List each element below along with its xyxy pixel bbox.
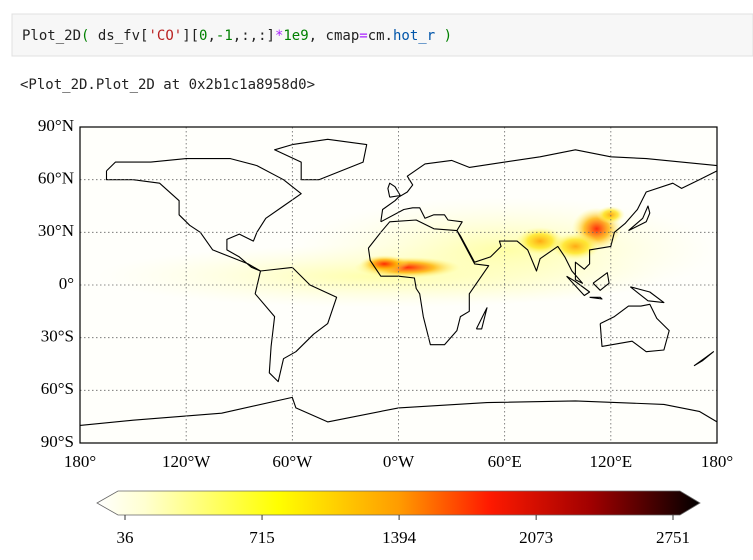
code-token: * xyxy=(275,28,283,44)
emission-area xyxy=(292,197,718,303)
coastline xyxy=(274,138,368,181)
coastline xyxy=(380,149,718,284)
lat-tick-label: 90°S xyxy=(41,432,74,451)
coastline xyxy=(599,303,670,353)
output-text: <Plot_2D.Plot_2D at 0x2b1c1a8958d0> xyxy=(20,77,315,93)
lat-tick-label: 0° xyxy=(59,274,74,293)
map-frame xyxy=(79,126,718,444)
code-token: , cmap xyxy=(309,28,360,44)
lon-tick-label: 60°W xyxy=(272,452,313,471)
code-token: 0 xyxy=(199,28,207,44)
code-token: hot_r xyxy=(393,28,435,44)
lon-tick-label: 120°E xyxy=(589,452,632,471)
code-token: -1 xyxy=(216,28,233,44)
code-token: Plot_2D xyxy=(22,28,81,44)
coastline xyxy=(475,307,488,330)
code-text: Plot_2D( ds_fv['CO'][0,-1,:,:]*1e9, cmap… xyxy=(22,28,452,44)
coastline xyxy=(254,266,338,383)
lat-tick-label: 30°N xyxy=(38,221,74,240)
code-token: ( xyxy=(81,28,89,44)
coastline xyxy=(629,286,665,304)
colorbar-tick-label: 715 xyxy=(249,528,275,547)
code-token: cm. xyxy=(368,28,393,44)
colorbar-tick-label: 2073 xyxy=(519,528,553,547)
colorbar-tick-label: 1394 xyxy=(382,528,417,547)
code-cell[interactable] xyxy=(11,13,753,57)
code-token: = xyxy=(359,28,367,44)
code-token: ][ xyxy=(182,28,199,44)
coastline xyxy=(693,351,715,367)
coastline xyxy=(589,296,603,300)
lat-tick-label: 90°N xyxy=(38,116,74,135)
colorbar: 36 715 1394 2073 2751 xyxy=(96,490,701,547)
colorbar-tick-label: 2751 xyxy=(656,528,690,547)
emission-area xyxy=(596,205,625,224)
lon-tick-label: 60°E xyxy=(488,452,522,471)
lon-tick-label: 120°W xyxy=(162,452,211,471)
coastline xyxy=(628,205,651,232)
colorbar-tick-label: 36 xyxy=(117,528,134,547)
code-token: 'CO' xyxy=(148,28,182,44)
colorbar-gradient xyxy=(96,490,701,516)
coastline xyxy=(367,219,490,346)
lat-tick-label: 60°S xyxy=(41,379,74,398)
coastline xyxy=(592,272,610,291)
code-token: ,:,:] xyxy=(233,28,275,44)
code-token: , xyxy=(207,28,215,44)
code-token: ds_fv[ xyxy=(89,28,148,44)
code-token: 1e9 xyxy=(283,28,308,44)
code-token: ) xyxy=(435,28,452,44)
coastline xyxy=(566,275,591,297)
lon-tick-label: 180° xyxy=(701,452,733,471)
emission-area xyxy=(359,255,410,273)
lon-tick-label: 180° xyxy=(64,452,96,471)
lon-tick-label: 0°W xyxy=(383,452,415,471)
coastline xyxy=(105,158,302,272)
coastline xyxy=(79,396,718,426)
lat-tick-label: 30°S xyxy=(41,327,74,346)
lat-tick-label: 60°N xyxy=(38,169,74,188)
